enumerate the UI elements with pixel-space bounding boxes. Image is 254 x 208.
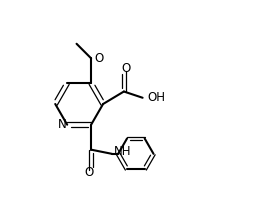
- Text: N: N: [58, 118, 66, 131]
- Text: O: O: [121, 62, 131, 75]
- Text: O: O: [94, 52, 103, 65]
- Text: methoxy: methoxy: [71, 41, 78, 42]
- Text: OH: OH: [148, 91, 166, 104]
- Text: O: O: [84, 166, 94, 179]
- Text: NH: NH: [114, 145, 132, 158]
